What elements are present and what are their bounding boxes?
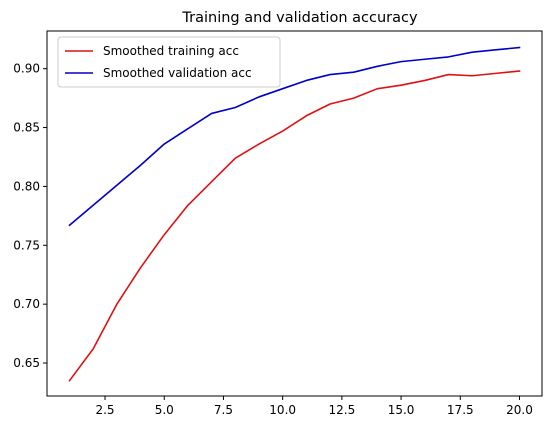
legend-box (57, 36, 281, 88)
legend: Smoothed training acc Smoothed validation… (57, 36, 281, 88)
plot-frame (46, 30, 543, 397)
x-tick-label: 2.5 (95, 403, 114, 417)
x-tick-label: 10.0 (269, 403, 296, 417)
x-tick-label: 15.0 (388, 403, 415, 417)
x-tick-label: 12.5 (329, 403, 356, 417)
y-tick-label: 0.80 (13, 179, 40, 193)
series-line-validation (68, 46, 521, 227)
legend-label-training: Smoothed training acc (103, 44, 239, 58)
x-tick-label: 7.5 (214, 403, 233, 417)
legend-label-validation: Smoothed validation acc (103, 66, 252, 80)
y-tick-label: 0.85 (13, 121, 40, 135)
x-tick-label: 17.5 (447, 403, 474, 417)
y-tick-label: 0.75 (13, 238, 40, 252)
x-tick-label: 20.0 (506, 403, 533, 417)
y-tick-label: 0.90 (13, 62, 40, 76)
series-line-training (68, 70, 521, 382)
series-layer (68, 46, 521, 382)
y-tick-label: 0.70 (13, 297, 40, 311)
axes-layer: 2.5 5.0 7.5 10.0 12.5 15.0 17.5 20.0 0.65 0.70 0.7… (13, 30, 543, 417)
y-tick-label: 0.65 (13, 356, 40, 370)
chart-title: Training and validation accuracy (181, 10, 418, 26)
x-tick-label: 5.0 (155, 403, 174, 417)
